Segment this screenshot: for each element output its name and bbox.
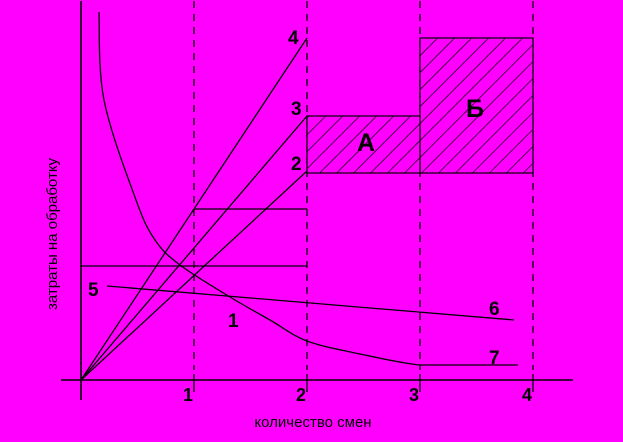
svg-text:1: 1 [183, 385, 193, 405]
svg-text:4: 4 [288, 28, 299, 49]
svg-text:6: 6 [489, 299, 500, 320]
svg-text:7: 7 [489, 348, 500, 369]
svg-text:4: 4 [522, 385, 532, 405]
svg-text:затраты на обработку: затраты на обработку [44, 157, 61, 310]
svg-text:1: 1 [228, 311, 239, 332]
svg-text:A: A [357, 129, 375, 157]
svg-text:5: 5 [88, 280, 99, 301]
svg-text:количество смен: количество смен [254, 414, 371, 431]
svg-text:3: 3 [409, 385, 419, 405]
svg-text:Б: Б [466, 95, 484, 123]
svg-text:2: 2 [291, 154, 302, 175]
svg-text:3: 3 [291, 99, 302, 120]
svg-text:2: 2 [296, 385, 306, 405]
